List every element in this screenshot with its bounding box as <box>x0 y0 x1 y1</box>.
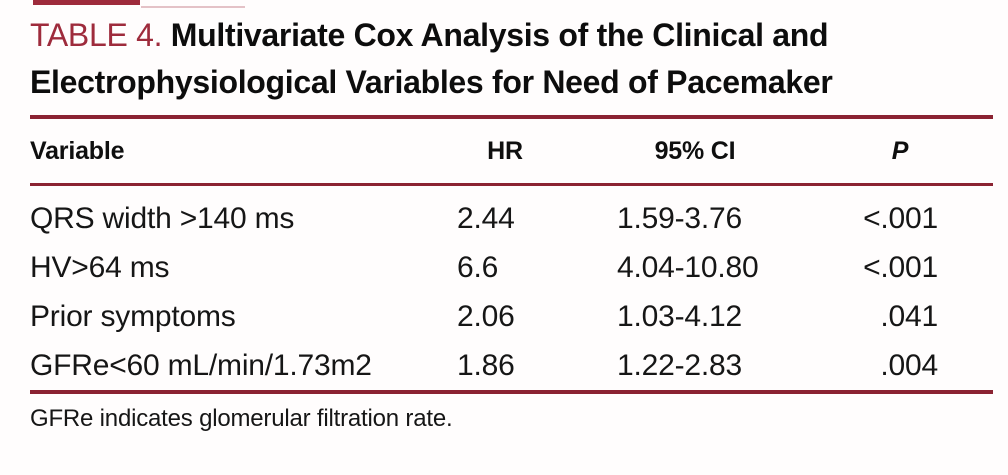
column-header-ci: 95% CI <box>654 136 736 165</box>
table-row: QRS width >140 ms 2.44 1.59-3.76 <.001 <box>30 194 993 243</box>
cell-hr: 2.06 <box>457 300 515 333</box>
table-caption: TABLE 4. Multivariate Cox Analysis of th… <box>30 12 1008 106</box>
cell-ci: 1.22-2.83 <box>617 349 742 382</box>
bottom-rule <box>30 390 993 394</box>
header-rule <box>30 183 993 186</box>
table-row: HV>64 ms 6.6 4.04-10.80 <.001 <box>30 243 993 292</box>
cell-variable: QRS width >140 ms <box>30 202 295 235</box>
top-rule <box>30 115 993 119</box>
cropped-rule-artifact <box>33 0 140 5</box>
cell-p: .041 <box>880 300 938 333</box>
cropped-rule-artifact-faint <box>141 6 245 8</box>
cell-hr: 2.44 <box>457 202 515 235</box>
table-title: Multivariate Cox Analysis of the Clinica… <box>30 17 833 100</box>
cell-variable: Prior symptoms <box>30 300 236 333</box>
table-footnote: GFRe indicates glomerular filtration rat… <box>30 405 453 432</box>
table-row: Prior symptoms 2.06 1.03-4.12 .041 <box>30 292 993 341</box>
cell-ci: 1.59-3.76 <box>617 202 742 235</box>
cell-hr: 6.6 <box>457 251 499 284</box>
column-header-hr: HR <box>487 136 523 165</box>
table-row: GFRe<60 mL/min/1.73m2 1.86 1.22-2.83 .00… <box>30 341 993 390</box>
cell-variable: GFRe<60 mL/min/1.73m2 <box>30 349 372 382</box>
cell-p: <.001 <box>863 251 938 284</box>
table-label: TABLE 4. <box>30 17 163 53</box>
cell-p: .004 <box>880 349 938 382</box>
cell-p: <.001 <box>863 202 938 235</box>
cell-variable: HV>64 ms <box>30 251 170 284</box>
column-header-p: P <box>891 136 909 165</box>
cell-ci: 4.04-10.80 <box>617 251 759 284</box>
table-header-row: Variable HR 95% CI P <box>30 119 993 183</box>
cell-hr: 1.86 <box>457 349 515 382</box>
table-body: QRS width >140 ms 2.44 1.59-3.76 <.001 H… <box>30 186 993 390</box>
column-header-variable: Variable <box>30 136 125 165</box>
cell-ci: 1.03-4.12 <box>617 300 742 333</box>
